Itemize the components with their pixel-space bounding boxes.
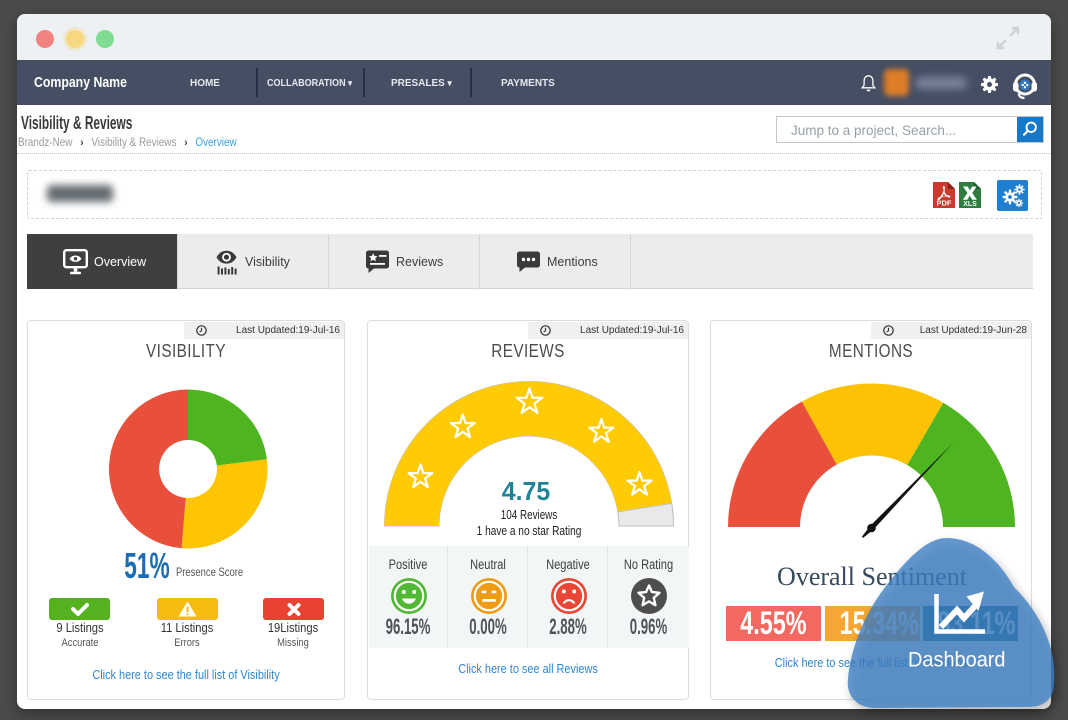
- svg-text:XLS: XLS: [963, 201, 977, 208]
- svg-text:PDF: PDF: [937, 199, 952, 208]
- svg-text:Dashboard: Dashboard: [908, 648, 1006, 672]
